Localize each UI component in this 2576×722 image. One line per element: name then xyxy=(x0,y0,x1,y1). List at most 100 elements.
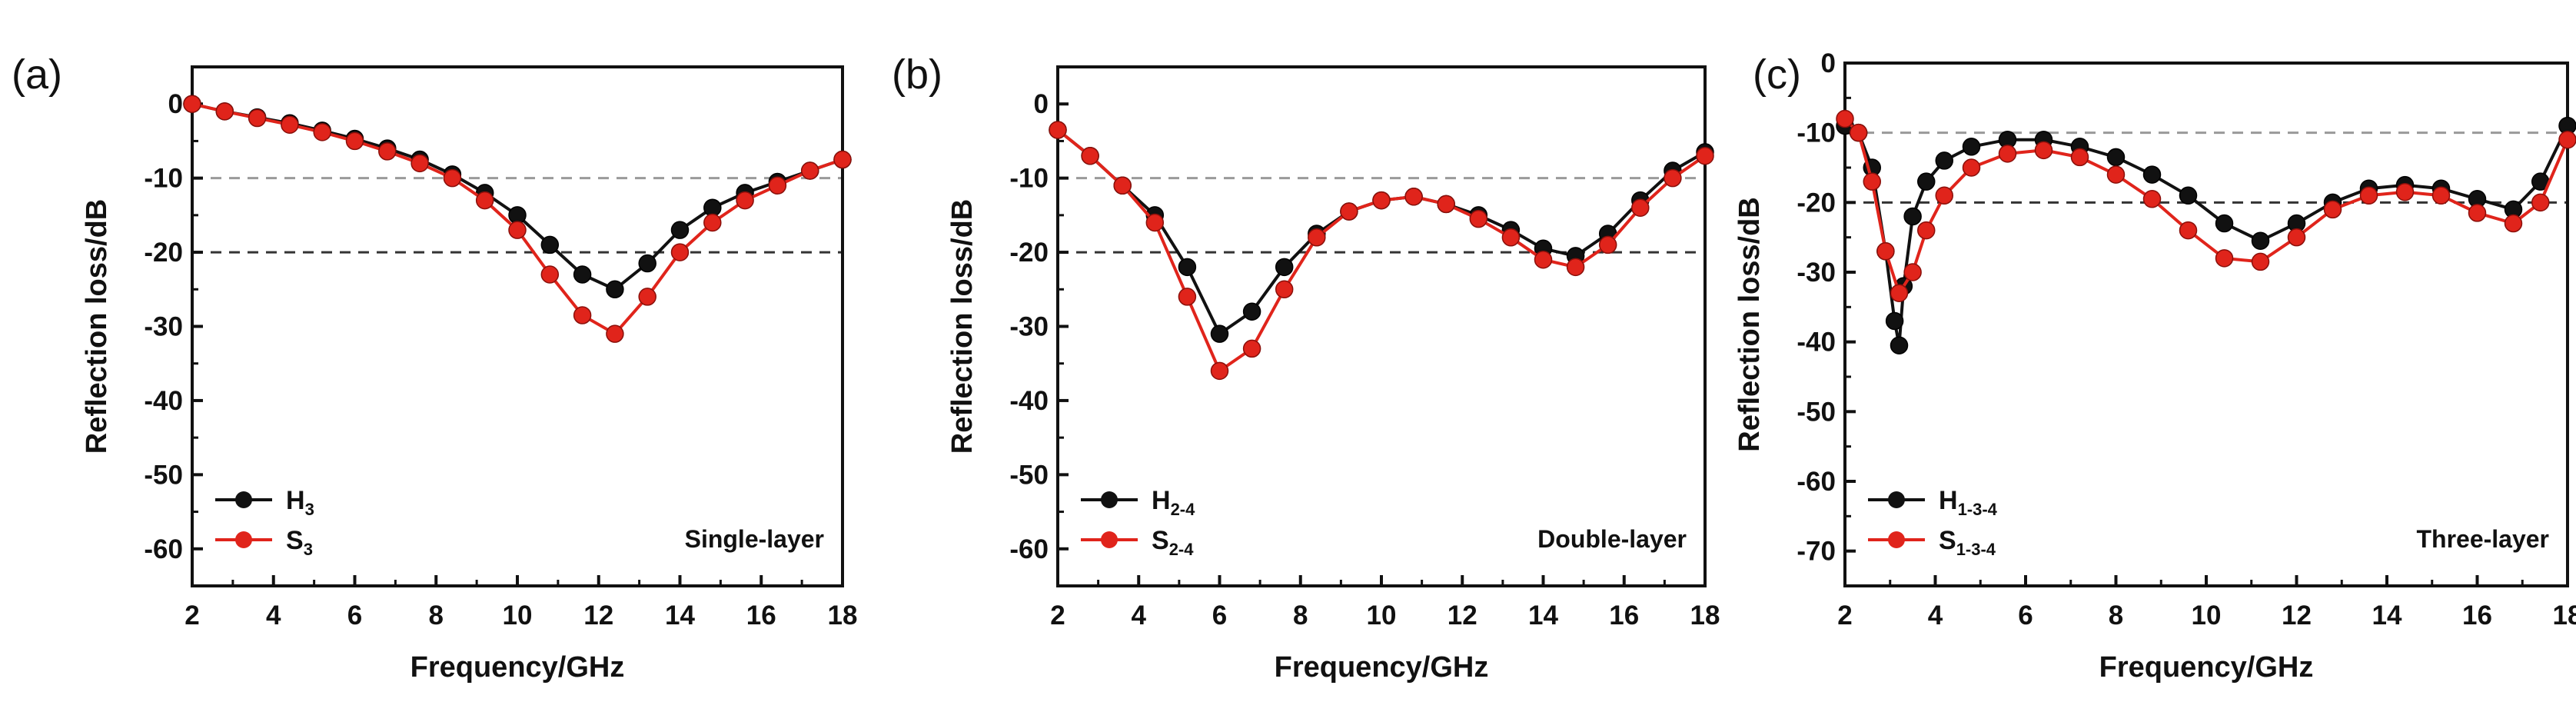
data-point xyxy=(1372,191,1391,210)
chart-panel-3: (c) 2 4 6 8 10 12 14 16 18 0 -10 -20 -30 -40 -50 -60 -70 F… xyxy=(1733,48,2576,684)
legend-marker xyxy=(235,491,252,508)
x-tick-label: 16 xyxy=(2462,601,2492,631)
y-tick-label: -30 xyxy=(144,312,183,342)
data-point xyxy=(2359,186,2378,205)
data-point xyxy=(2142,190,2162,208)
y-tick-label: -50 xyxy=(144,460,183,490)
x-tick-label: 2 xyxy=(1050,601,1065,631)
data-point xyxy=(1885,311,1904,331)
data-point xyxy=(2251,252,2270,271)
panel-label: (c) xyxy=(1753,52,1801,98)
data-point xyxy=(573,306,592,324)
data-point xyxy=(1081,146,1099,165)
data-point xyxy=(2106,148,2126,167)
y-tick-label: 0 xyxy=(1821,48,1836,78)
y-tick-label: -40 xyxy=(1797,328,1836,358)
x-tick-label: 2 xyxy=(1837,601,1852,631)
x-tick-label: 6 xyxy=(1212,601,1227,631)
data-point xyxy=(736,191,754,210)
data-point xyxy=(1049,121,1067,139)
data-point xyxy=(1469,209,1488,228)
panel-label: (a) xyxy=(12,52,62,98)
data-point xyxy=(2251,231,2270,250)
data-point xyxy=(800,161,819,180)
legend-label: H1-3-4 xyxy=(1939,486,1998,519)
chart-panel-2: (b) 2 4 6 8 10 12 14 16 18 0 -10 -20 -30 -40 -50 -60 Freq… xyxy=(892,52,1720,684)
y-tick-label: -20 xyxy=(1797,188,1836,218)
x-tick-label: 14 xyxy=(2372,601,2402,631)
data-point xyxy=(1696,146,1714,165)
data-point xyxy=(573,265,592,284)
data-point xyxy=(508,221,527,239)
data-point xyxy=(1962,138,1981,156)
x-tick-label: 18 xyxy=(828,601,858,631)
data-point xyxy=(1598,235,1617,255)
data-point xyxy=(378,142,397,161)
legend-marker xyxy=(1888,491,1905,508)
data-point xyxy=(2558,130,2576,149)
legend-marker xyxy=(235,531,252,548)
y-axis-title: Reflection loss/dB xyxy=(81,199,113,454)
data-point xyxy=(2034,141,2053,160)
data-point xyxy=(313,123,331,141)
data-point xyxy=(1917,221,1936,240)
y-tick-label: -60 xyxy=(144,534,183,564)
data-point xyxy=(2287,228,2306,247)
y-tick-label: -40 xyxy=(144,386,183,416)
y-axis-title: Reflection loss/dB xyxy=(946,199,979,454)
y-tick-label: -20 xyxy=(144,238,183,268)
data-point xyxy=(2215,249,2234,268)
data-point xyxy=(1437,195,1455,214)
data-point xyxy=(215,102,234,121)
data-point xyxy=(1501,228,1521,247)
data-point xyxy=(1863,172,1881,191)
x-tick-label: 4 xyxy=(1928,601,1943,631)
x-tick-label: 2 xyxy=(184,601,199,631)
series-line-s1-3-4 xyxy=(1843,118,2569,295)
data-point xyxy=(1664,168,1682,188)
y-tick-label: 0 xyxy=(1034,89,1049,119)
legend-label: S1-3-4 xyxy=(1939,526,1996,559)
data-point xyxy=(2468,204,2487,222)
data-point xyxy=(2395,182,2415,201)
data-point xyxy=(540,265,560,284)
data-point xyxy=(2323,200,2342,219)
data-point xyxy=(703,213,722,232)
data-point xyxy=(281,115,299,134)
y-tick-label: -60 xyxy=(1009,534,1049,564)
data-point xyxy=(443,168,462,188)
x-tick-label: 14 xyxy=(1528,601,1558,631)
y-tick-label: -30 xyxy=(1797,258,1836,288)
data-point xyxy=(1145,213,1165,232)
data-point xyxy=(345,131,364,151)
data-point xyxy=(2070,148,2089,167)
x-tick-label: 18 xyxy=(2553,601,2576,631)
x-tick-label: 16 xyxy=(746,601,776,631)
data-point xyxy=(540,235,560,255)
x-tick-label: 8 xyxy=(429,601,444,631)
data-point xyxy=(2142,165,2162,184)
legend-label: H3 xyxy=(286,486,314,519)
x-tick-label: 4 xyxy=(266,601,281,631)
x-tick-label: 8 xyxy=(1293,601,1308,631)
data-point xyxy=(1849,123,1868,142)
data-point xyxy=(2179,221,2198,240)
data-point xyxy=(638,288,656,306)
data-point xyxy=(1890,284,1909,302)
data-point xyxy=(1404,188,1423,206)
x-tick-label: 12 xyxy=(1448,601,1477,631)
data-point xyxy=(1534,250,1553,269)
data-point xyxy=(1178,258,1197,277)
y-axis-title: Reflection loss/dB xyxy=(1733,197,1766,452)
data-point xyxy=(1836,109,1854,128)
legend-marker xyxy=(1888,531,1905,548)
data-point xyxy=(1631,198,1650,217)
data-point xyxy=(1210,361,1229,381)
data-point xyxy=(670,243,690,261)
data-point xyxy=(1340,202,1358,221)
y-tick-label: -70 xyxy=(1797,537,1836,567)
data-point xyxy=(1242,302,1261,321)
data-point xyxy=(1903,263,1922,281)
data-point xyxy=(1210,324,1229,343)
